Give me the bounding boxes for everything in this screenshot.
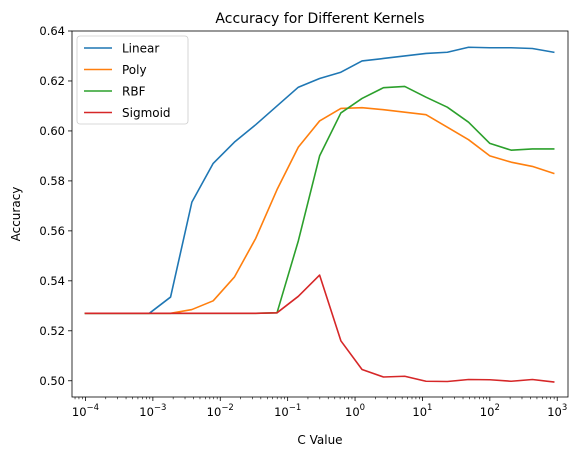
legend-box xyxy=(76,35,189,125)
chart-title: Accuracy for Different Kernels xyxy=(215,11,424,27)
x-axis: 10−4 10−3 10−2 10−1 100 101 102 103 xyxy=(72,397,567,419)
x-tick-label: 10−4 xyxy=(72,403,99,419)
y-tick-label: 0.58 xyxy=(39,174,65,188)
y-tick-label: 0.60 xyxy=(39,124,65,138)
y-tick-label: 0.52 xyxy=(39,324,65,338)
legend-label-poly: Poly xyxy=(122,63,147,77)
y-tick-label: 0.64 xyxy=(39,24,65,38)
plot-series xyxy=(84,46,555,383)
x-tick-label: 101 xyxy=(412,403,432,419)
legend: Linear Poly RBF Sigmoid xyxy=(76,35,189,125)
y-axis: 0.50 0.52 0.54 0.56 0.58 0.60 0.62 0.64 xyxy=(39,24,72,388)
y-axis-label: Accuracy xyxy=(9,187,23,242)
y-tick-label: 0.54 xyxy=(39,274,65,288)
y-tick-label: 0.50 xyxy=(39,374,65,388)
series-line-poly xyxy=(84,106,555,315)
y-tick-label: 0.56 xyxy=(39,224,65,238)
legend-label-rbf: RBF xyxy=(122,85,146,99)
x-axis-label: C Value xyxy=(297,433,342,447)
series-line-linear xyxy=(84,46,555,315)
x-tick-label: 100 xyxy=(345,403,365,419)
x-tick-label: 10−1 xyxy=(274,403,301,419)
series-line-sigmoid xyxy=(84,274,555,383)
x-tick-label: 102 xyxy=(480,403,500,419)
legend-label-sigmoid: Sigmoid xyxy=(122,106,171,120)
legend-label-linear: Linear xyxy=(122,42,159,56)
x-tick-label: 103 xyxy=(547,403,567,419)
x-tick-label: 10−2 xyxy=(207,403,234,419)
y-tick-label: 0.62 xyxy=(39,74,65,88)
x-tick-label: 10−3 xyxy=(139,403,166,419)
